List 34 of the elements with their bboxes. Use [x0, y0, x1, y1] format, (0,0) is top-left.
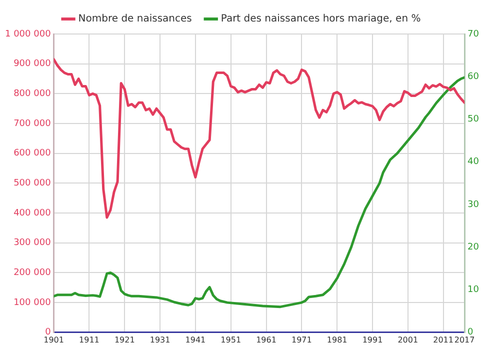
y-tick-label: 200 000: [14, 268, 52, 278]
y-tick-label: 500 000: [14, 178, 52, 189]
x-tick-label: 2001: [398, 335, 418, 344]
x-tick-label: 1971: [291, 335, 312, 344]
y-tick-label: 1 000 000: [4, 29, 52, 40]
y2-tick-label: 60: [468, 72, 480, 82]
y2-tick-label: 30: [468, 200, 480, 210]
x-tick-label: 1951: [220, 335, 242, 344]
x-tick-label: 1931: [150, 335, 170, 344]
x-tick-label: 2011: [433, 335, 454, 344]
legend-label: Nombre de naissances: [78, 14, 192, 25]
y-tick-label: 300 000: [14, 238, 52, 248]
x-tick-label: 1991: [362, 335, 383, 344]
y2-tick-label: 50: [468, 114, 480, 125]
y-tick-label: 600 000: [14, 148, 52, 159]
x-tick-label: 1961: [256, 335, 276, 344]
y-tick-label: 700 000: [14, 118, 52, 129]
y2-tick-label: 10: [468, 285, 480, 296]
x-tick-label: 1941: [185, 335, 206, 344]
y-tick-label: 400 000: [14, 208, 52, 218]
y-tick-label: 0: [45, 328, 52, 338]
y2-tick-label: 70: [468, 29, 480, 40]
y-tick-label: 100 000: [14, 298, 52, 308]
y-tick-label: 800 000: [14, 89, 52, 100]
x-tick-label: 1921: [114, 335, 135, 344]
x-tick-label: 2017: [454, 335, 475, 344]
y2-tick-label: 20: [468, 242, 480, 252]
x-tick-label: 1901: [44, 335, 64, 344]
x-tick-label: 1911: [79, 335, 100, 344]
y2-tick-label: 40: [468, 157, 480, 168]
legend-label: Part des naissances hors mariage, en %: [220, 14, 421, 25]
y-tick-label: 900 000: [14, 59, 52, 70]
y2-tick-label: 0: [468, 328, 474, 338]
x-tick-label: 1981: [326, 335, 348, 344]
